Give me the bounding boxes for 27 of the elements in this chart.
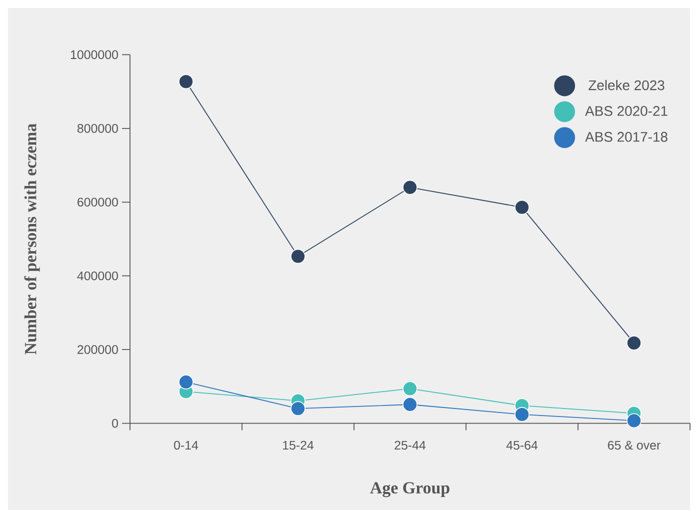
y-tick-label: 400000 <box>77 271 118 280</box>
point <box>178 374 194 390</box>
legend-label: Zeleke 2023 <box>588 80 664 90</box>
point <box>402 180 418 195</box>
legend-label: ABS 2017-18 <box>585 132 668 142</box>
y-tick-label: 0 <box>112 418 118 428</box>
point <box>402 381 418 396</box>
x-axis-title: Age Group <box>370 482 450 498</box>
x-tick-label: 65 & over <box>608 440 660 450</box>
y-tick-label: 600000 <box>78 198 118 207</box>
point <box>178 74 194 89</box>
point <box>514 407 530 422</box>
y-tick-label: 200000 <box>78 345 118 354</box>
point <box>514 200 530 215</box>
y-tick-label: 1000000 <box>70 50 118 60</box>
x-tick-label: 45-64 <box>506 440 538 450</box>
point <box>290 248 306 264</box>
point <box>626 336 642 350</box>
x-tick-label: 15-24 <box>283 440 314 450</box>
legend-label: ABS 2020-21 <box>585 106 668 116</box>
y-tick-label: 800000 <box>77 124 118 133</box>
point <box>402 397 418 412</box>
x-tick-label: 25-44 <box>394 440 426 450</box>
point <box>290 401 306 416</box>
x-tick-label: 0-14 <box>174 440 198 450</box>
point <box>626 413 642 428</box>
y-axis-title: Number of persons with eczema <box>24 124 40 354</box>
